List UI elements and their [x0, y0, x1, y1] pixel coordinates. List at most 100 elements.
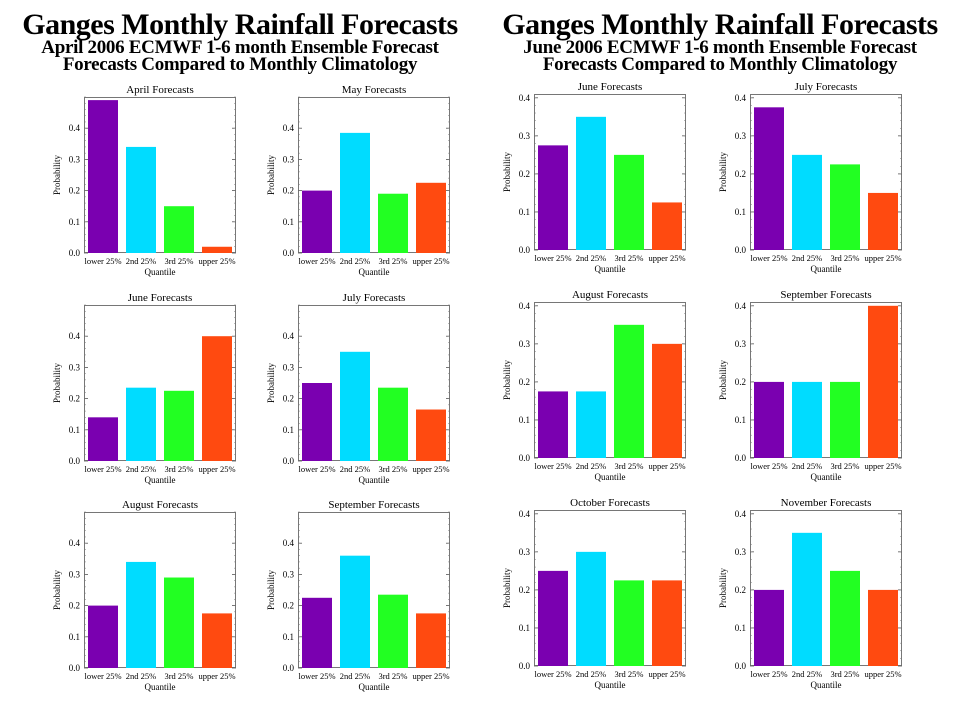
bar-chart: August Forecasts 0.0 0.1 0.2 0.3 0.4 Probabili… — [502, 289, 686, 482]
y-tick-label: 0.3 — [283, 154, 295, 164]
x-axis-label: Quantile — [595, 680, 626, 690]
y-tick-label: 0.0 — [519, 245, 531, 255]
y-tick-label: 0.2 — [519, 377, 530, 387]
y-tick-label: 0.0 — [69, 456, 81, 466]
bar-2nd-25- — [340, 555, 370, 668]
chart-title: June Forecasts — [128, 292, 192, 304]
bar-chart: July Forecasts 0.0 0.1 0.2 0.3 0.4 Probability… — [718, 81, 902, 274]
x-tick-label: 3rd 25% — [378, 256, 407, 266]
x-axis-label: Quantile — [359, 267, 390, 277]
bar-chart: July Forecasts 0.0 0.1 0.2 0.3 0.4 Probability… — [266, 292, 450, 485]
y-tick-label: 0.1 — [283, 632, 294, 642]
x-tick-label: lower 25% — [298, 256, 335, 266]
y-axis-label: Probability — [266, 570, 276, 610]
bar-2nd-25- — [792, 154, 822, 250]
bar-upper-25- — [202, 613, 232, 668]
y-tick-label: 0.2 — [69, 601, 80, 611]
y-tick-label: 0.3 — [519, 339, 531, 349]
bar-upper-25- — [868, 589, 898, 666]
x-tick-label: 2nd 25% — [340, 671, 370, 681]
y-axis-label: Probability — [718, 152, 728, 192]
x-axis-label: Quantile — [359, 475, 390, 485]
chart-title: July Forecasts — [343, 292, 406, 304]
bar-2nd-25- — [792, 381, 822, 458]
bar-upper-25- — [652, 343, 682, 458]
bar-2nd-25- — [340, 132, 370, 253]
x-axis-label: Quantile — [811, 472, 842, 482]
y-tick-label: 0.1 — [69, 425, 80, 435]
bar-lower-25- — [88, 417, 118, 461]
chart-title: May Forecasts — [342, 84, 406, 96]
panel-subtitle: April 2006 ECMWF 1-6 month Ensemble Fore… — [41, 37, 439, 58]
y-tick-label: 0.0 — [519, 453, 531, 463]
bar-chart: November Forecasts 0.0 0.1 0.2 0.3 0.4 Probabi… — [718, 497, 902, 690]
chart-title: September Forecasts — [780, 289, 871, 301]
bar-3rd-25- — [378, 594, 408, 668]
x-tick-label: 2nd 25% — [340, 464, 370, 474]
y-tick-label: 0.4 — [69, 123, 81, 133]
x-axis-label: Quantile — [595, 264, 626, 274]
bar-lower-25- — [538, 570, 568, 666]
x-tick-label: 3rd 25% — [830, 461, 859, 471]
bar-3rd-25- — [830, 570, 860, 666]
bar-lower-25- — [88, 100, 118, 254]
x-tick-label: 2nd 25% — [792, 669, 822, 679]
x-tick-label: lower 25% — [84, 464, 121, 474]
y-tick-label: 0.4 — [283, 331, 295, 341]
y-tick-label: 0.3 — [519, 547, 531, 557]
bar-chart: September Forecasts 0.0 0.1 0.2 0.3 0.4 Probab… — [718, 289, 902, 482]
x-tick-label: upper 25% — [412, 256, 449, 266]
y-tick-label: 0.4 — [519, 93, 531, 103]
x-axis-label: Quantile — [145, 682, 176, 692]
x-tick-label: 3rd 25% — [164, 256, 193, 266]
plot-frame — [750, 94, 902, 250]
bar-3rd-25- — [378, 387, 408, 461]
panel-title: Ganges Monthly Rainfall Forecasts — [502, 8, 938, 41]
x-tick-label: lower 25% — [84, 671, 121, 681]
y-tick-label: 0.1 — [735, 623, 746, 633]
x-tick-label: lower 25% — [534, 253, 571, 263]
y-axis-label: Probability — [502, 568, 512, 608]
bar-2nd-25- — [126, 387, 156, 461]
bar-3rd-25- — [378, 193, 408, 253]
y-tick-label: 0.3 — [283, 569, 295, 579]
x-tick-label: 2nd 25% — [340, 256, 370, 266]
y-tick-label: 0.2 — [735, 585, 746, 595]
y-tick-label: 0.0 — [69, 248, 81, 258]
x-tick-label: 3rd 25% — [614, 461, 643, 471]
bar-2nd-25- — [126, 561, 156, 668]
x-tick-label: 3rd 25% — [378, 464, 407, 474]
y-tick-label: 0.4 — [735, 93, 747, 103]
x-tick-label: upper 25% — [198, 256, 235, 266]
bar-upper-25- — [868, 305, 898, 458]
bar-lower-25- — [302, 190, 332, 253]
y-axis-label: Probability — [718, 360, 728, 400]
x-axis-label: Quantile — [811, 680, 842, 690]
y-tick-label: 0.4 — [283, 538, 295, 548]
bar-3rd-25- — [164, 577, 194, 668]
x-tick-label: 3rd 25% — [614, 669, 643, 679]
x-axis-label: Quantile — [595, 472, 626, 482]
y-axis-label: Probability — [266, 363, 276, 403]
x-tick-label: lower 25% — [298, 464, 335, 474]
bar-chart: October Forecasts 0.0 0.1 0.2 0.3 0.4 Probabil… — [502, 497, 686, 690]
y-tick-label: 0.0 — [735, 453, 747, 463]
x-tick-label: 2nd 25% — [576, 669, 606, 679]
x-tick-label: 3rd 25% — [164, 671, 193, 681]
y-tick-label: 0.4 — [69, 331, 81, 341]
x-tick-label: upper 25% — [648, 461, 685, 471]
y-axis-label: Probability — [718, 568, 728, 608]
x-tick-label: lower 25% — [534, 461, 571, 471]
bar-lower-25- — [754, 107, 784, 250]
y-tick-label: 0.3 — [69, 569, 81, 579]
y-tick-label: 0.1 — [735, 207, 746, 217]
y-tick-label: 0.1 — [283, 217, 294, 227]
bar-upper-25- — [868, 192, 898, 250]
x-tick-label: upper 25% — [864, 253, 901, 263]
bar-lower-25- — [754, 381, 784, 458]
bar-chart: June Forecasts 0.0 0.1 0.2 0.3 0.4 Probability… — [52, 292, 236, 485]
y-axis-label: Probability — [52, 363, 62, 403]
bar-2nd-25- — [576, 551, 606, 666]
plot-frame — [84, 512, 236, 668]
chart-title: July Forecasts — [795, 81, 858, 93]
